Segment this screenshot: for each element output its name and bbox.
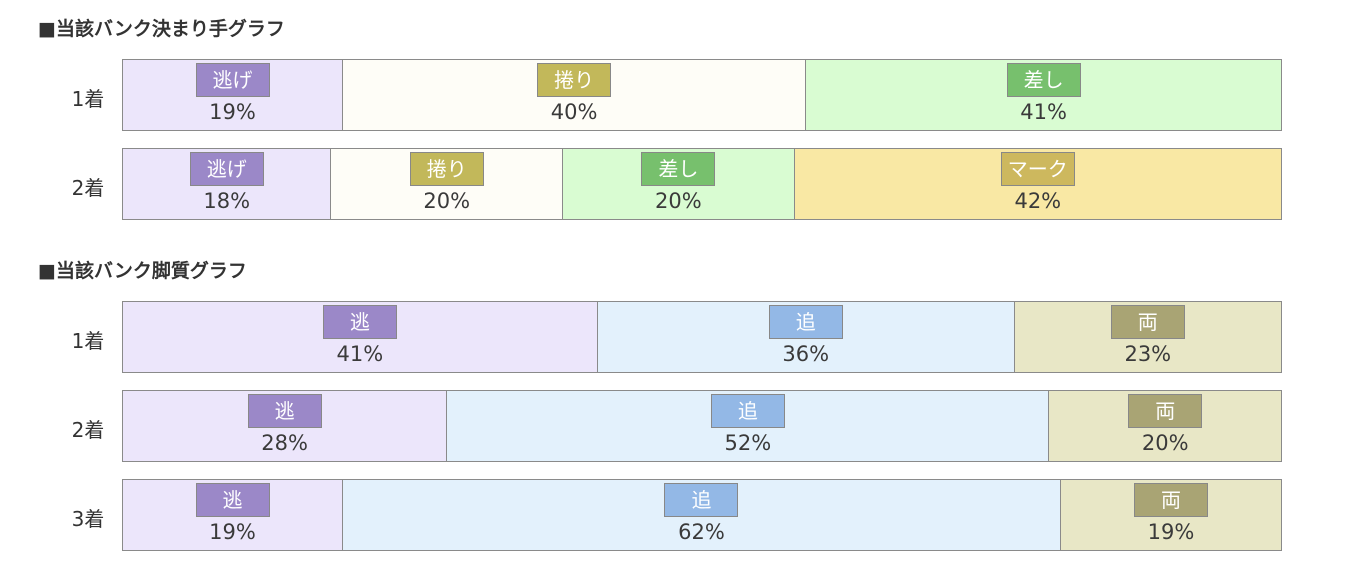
bar-segment: 追 36% (597, 302, 1015, 372)
segment-label: 差し (641, 152, 716, 186)
bar-segment: 両 23% (1014, 302, 1281, 372)
segment-value: 28% (261, 431, 308, 455)
segment-label: 捲り (409, 152, 484, 186)
segment-value: 20% (654, 189, 702, 213)
bar-segment: 捲り 40% (343, 60, 807, 130)
segment-value: 52% (724, 431, 772, 455)
stacked-bar: 逃 19% 追 62% 両 19% (122, 479, 1282, 551)
chart-row: 3着 逃 19% 追 62% 両 19% (0, 479, 1358, 553)
stacked-bar: 逃 41% 追 36% 両 23% (122, 301, 1282, 373)
segment-value: 40% (550, 100, 598, 124)
segment-label: 追 (710, 394, 785, 428)
segment-label: 追 (768, 305, 843, 339)
bar-segment: 両 20% (1049, 391, 1281, 461)
stacked-bar: 逃げ 18% 捲り 20% 差し 20% マーク 42% (122, 148, 1282, 220)
stacked-bar: 逃 28% 追 52% 両 20% (122, 390, 1282, 462)
chart-row: 2着 逃げ 18% 捲り 20% 差し 20% マーク 42% (0, 148, 1358, 222)
chart-row: 1着 逃 41% 追 36% 両 23% (0, 301, 1358, 375)
segment-label: 両 (1133, 483, 1208, 517)
segment-label: 逃 (247, 394, 322, 428)
segment-label: 逃げ (195, 63, 270, 97)
segment-value: 19% (1147, 520, 1195, 544)
segment-value: 19% (209, 100, 256, 124)
segment-label: 両 (1128, 394, 1203, 428)
bar-segment: 逃 28% (123, 391, 448, 461)
chart-row: 1着 逃げ 19% 捲り 40% 差し 41% (0, 59, 1358, 133)
row-label: 2着 (71, 418, 105, 442)
segment-label: 追 (664, 483, 739, 517)
bar-segment: 逃げ 18% (123, 149, 332, 219)
segment-value: 20% (423, 189, 471, 213)
bar-segment: 逃げ 19% (123, 60, 344, 130)
bar-segment: 逃 19% (123, 480, 344, 550)
segment-value: 62% (678, 520, 725, 544)
segment-value: 36% (782, 342, 830, 366)
segment-value: 41% (336, 342, 384, 366)
segment-label: マーク (1000, 152, 1075, 186)
segment-value: 41% (1020, 100, 1067, 124)
bar-segment: 逃 41% (123, 302, 598, 372)
segment-label: 逃 (322, 305, 397, 339)
bar-segment: マーク 42% (794, 149, 1281, 219)
segment-value: 23% (1124, 342, 1172, 366)
bar-segment: 捲り 20% (331, 149, 564, 219)
row-label: 3着 (71, 507, 105, 531)
bar-segment: 追 62% (343, 480, 1061, 550)
bar-segment: 追 52% (447, 391, 1050, 461)
segment-value: 18% (203, 189, 251, 213)
segment-label: 捲り (537, 63, 612, 97)
stacked-bar: 逃げ 19% 捲り 40% 差し 41% (122, 59, 1282, 131)
bar-segment: 差し 41% (806, 60, 1281, 130)
kimarite-chart-title: ■当該バンク決まり手グラフ (38, 18, 285, 40)
row-label: 1着 (71, 329, 105, 353)
segment-label: 差し (1006, 63, 1081, 97)
kyakushitsu-chart-title: ■当該バンク脚質グラフ (38, 260, 247, 282)
segment-value: 42% (1014, 189, 1062, 213)
segment-value: 19% (209, 520, 256, 544)
segment-label: 逃げ (189, 152, 264, 186)
segment-label: 逃 (195, 483, 270, 517)
bar-segment: 両 19% (1060, 480, 1281, 550)
segment-label: 両 (1110, 305, 1185, 339)
row-label: 1着 (71, 87, 105, 111)
bar-segment: 差し 20% (563, 149, 795, 219)
chart-row: 2着 逃 28% 追 52% 両 20% (0, 390, 1358, 464)
segment-value: 20% (1141, 431, 1189, 455)
row-label: 2着 (71, 176, 105, 200)
